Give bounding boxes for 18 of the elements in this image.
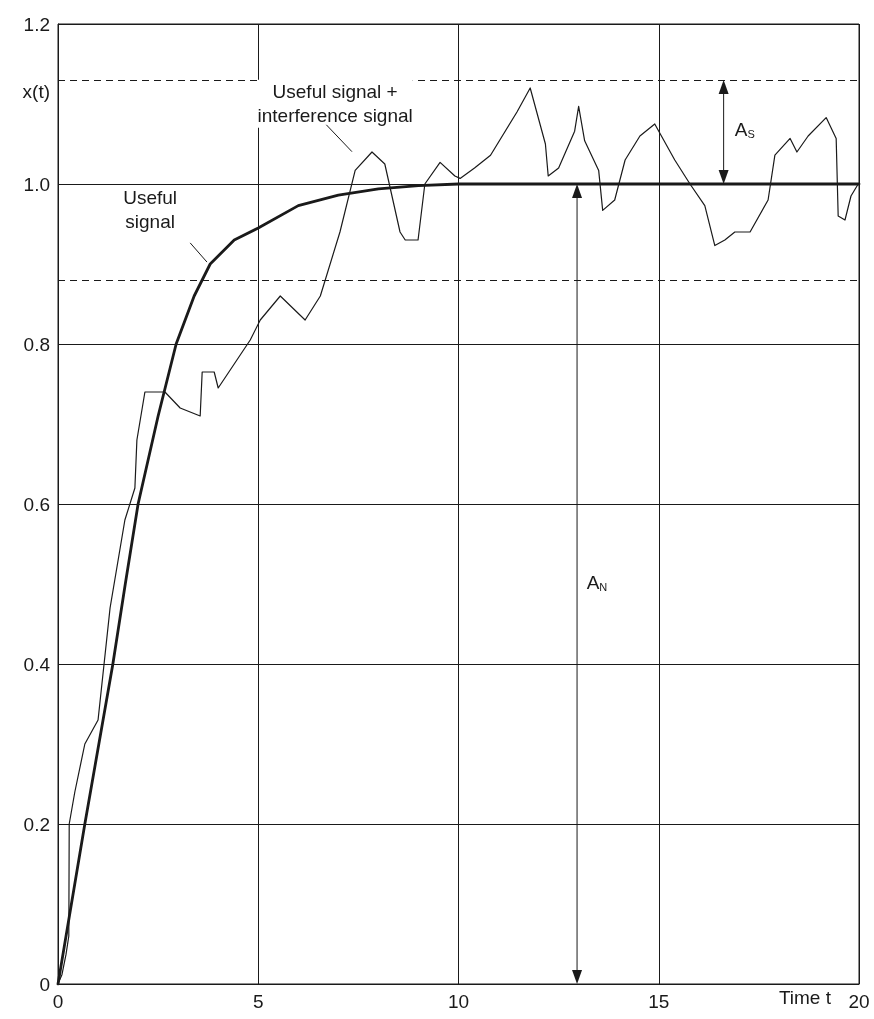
y-tick-label: 1.2 — [23, 13, 50, 35]
annotation: AN — [586, 572, 608, 594]
y-axis-title: x(t) — [22, 80, 50, 102]
y-tick-label: 0.8 — [23, 333, 50, 355]
y-tick-label: 0.4 — [23, 653, 51, 675]
x-tick-label: 20 — [848, 991, 870, 1012]
annotation: Useful signal — [123, 186, 178, 232]
y-tick-label: 1.0 — [23, 173, 50, 195]
y-tick-label: 0 — [39, 973, 50, 995]
x-tick-label: 15 — [648, 991, 670, 1012]
y-tick-label: 0.6 — [23, 493, 50, 515]
x-axis-title: Time t — [778, 987, 832, 1008]
annotation: AS — [734, 119, 755, 141]
y-tick-label: 0.2 — [23, 813, 50, 835]
x-tick-label: 5 — [252, 991, 264, 1012]
x-tick-label: 10 — [447, 991, 470, 1012]
x-tick-label: 0 — [52, 991, 64, 1012]
annotation: Useful signal + interference signal — [257, 81, 413, 127]
